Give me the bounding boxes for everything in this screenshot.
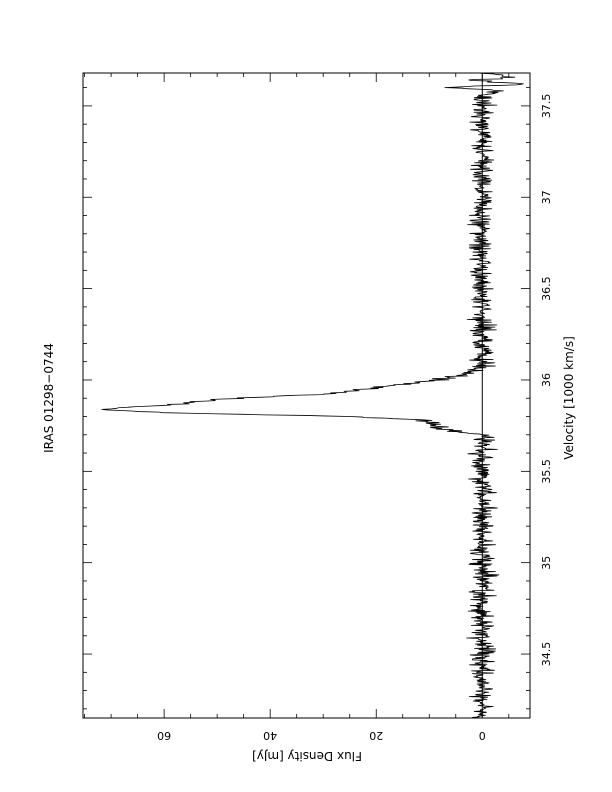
y-axis-label: Flux Density [mJy] bbox=[252, 749, 362, 763]
y-tick-label: 40 bbox=[263, 729, 277, 742]
x-tick-label: 37.5 bbox=[540, 94, 553, 119]
chart-title: IRAS 01298−0744 bbox=[42, 343, 56, 453]
x-tick-label: 35 bbox=[540, 556, 553, 570]
x-tick-label: 36.5 bbox=[540, 276, 553, 301]
x-tick-label: 35.5 bbox=[540, 459, 553, 484]
plot-frame bbox=[82, 72, 531, 719]
spectrum-line bbox=[101, 72, 524, 719]
y-tick-label: 60 bbox=[157, 729, 171, 742]
x-axis-label: Velocity [1000 km/s] bbox=[562, 336, 576, 460]
y-tick-label: 20 bbox=[369, 729, 383, 742]
labels-group: IRAS 01298−0744 Velocity [1000 km/s] Flu… bbox=[42, 336, 576, 763]
x-tick-label: 37 bbox=[540, 190, 553, 204]
plot-frame-group bbox=[82, 72, 531, 719]
x-tick-label: 34.5 bbox=[540, 642, 553, 667]
y-tick-label: 0 bbox=[479, 729, 486, 742]
x-tick-label: 36 bbox=[540, 373, 553, 387]
series-group bbox=[101, 72, 524, 719]
